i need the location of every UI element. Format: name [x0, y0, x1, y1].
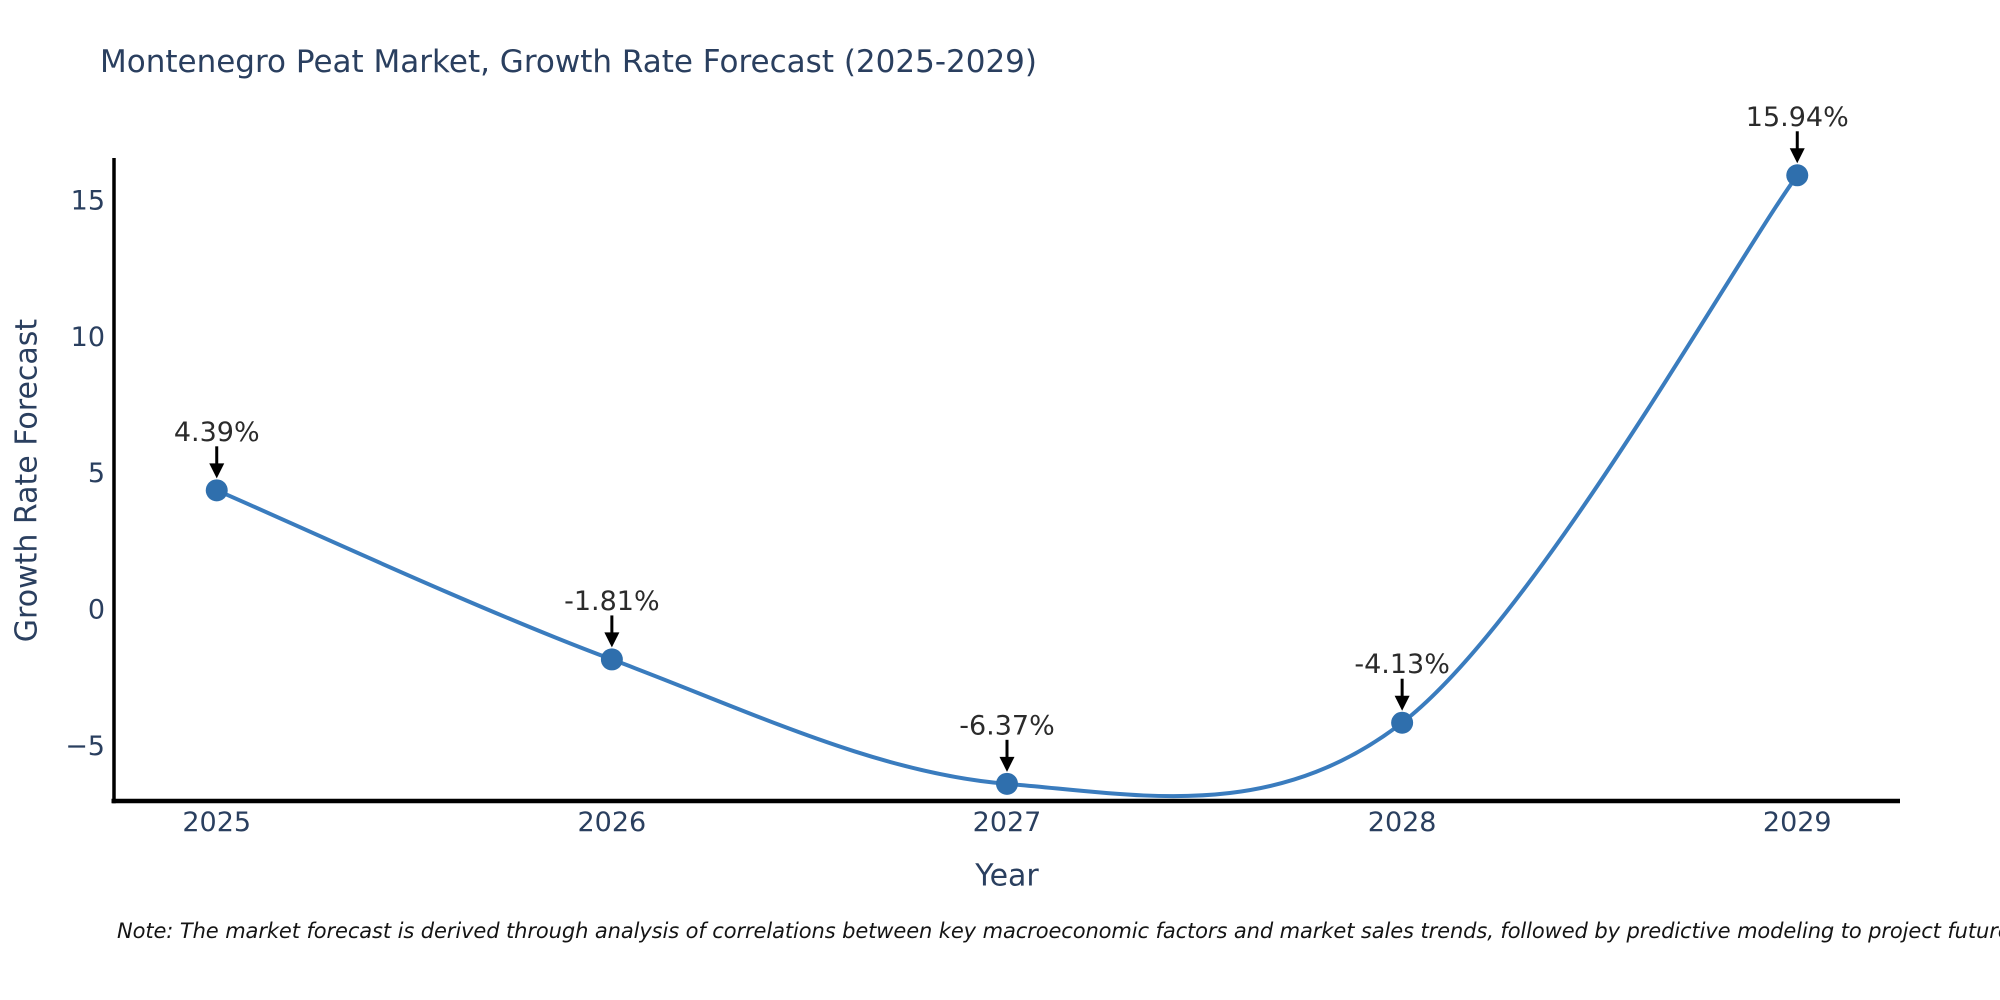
data-point-marker[interactable]	[996, 772, 1018, 795]
y-tick-label: 15	[71, 185, 105, 216]
annotation-label: 4.39%	[174, 417, 260, 448]
y-tick-label: 10	[71, 322, 105, 353]
annotation-arrowhead-icon	[604, 632, 620, 648]
annotation-label: 15.94%	[1746, 102, 1849, 133]
y-axis-title: Growth Rate Forecast	[10, 319, 45, 643]
annotation-arrowhead-icon	[209, 463, 225, 479]
series-line	[214, 173, 1800, 799]
x-tick-label: 2025	[182, 807, 251, 838]
annotation-label: -6.37%	[959, 710, 1055, 741]
annotation-arrowhead-icon	[1789, 148, 1805, 164]
data-point-marker[interactable]	[1786, 164, 1809, 187]
data-point-marker[interactable]	[600, 648, 623, 671]
annotation-arrowhead-icon	[1394, 695, 1410, 711]
x-tick-label: 2027	[973, 807, 1042, 838]
chart-title: Montenegro Peat Market, Growth Rate Fore…	[100, 44, 1037, 80]
data-point-marker[interactable]	[205, 479, 228, 502]
annotation-label: -4.13%	[1354, 649, 1450, 680]
y-tick-label: 0	[88, 595, 105, 626]
y-tick-label: −5	[65, 731, 105, 762]
annotation-label: -1.81%	[564, 586, 660, 617]
annotation-arrowhead-icon	[999, 756, 1015, 772]
x-axis-title: Year	[974, 859, 1039, 894]
x-tick-label: 2029	[1763, 807, 1832, 838]
x-tick-label: 2026	[578, 807, 647, 838]
data-point-marker[interactable]	[1391, 711, 1414, 734]
chart-footnote: Note: The market forecast is derived thr…	[117, 919, 2000, 943]
x-tick-label: 2028	[1368, 807, 1437, 838]
y-tick-label: 5	[88, 458, 105, 489]
